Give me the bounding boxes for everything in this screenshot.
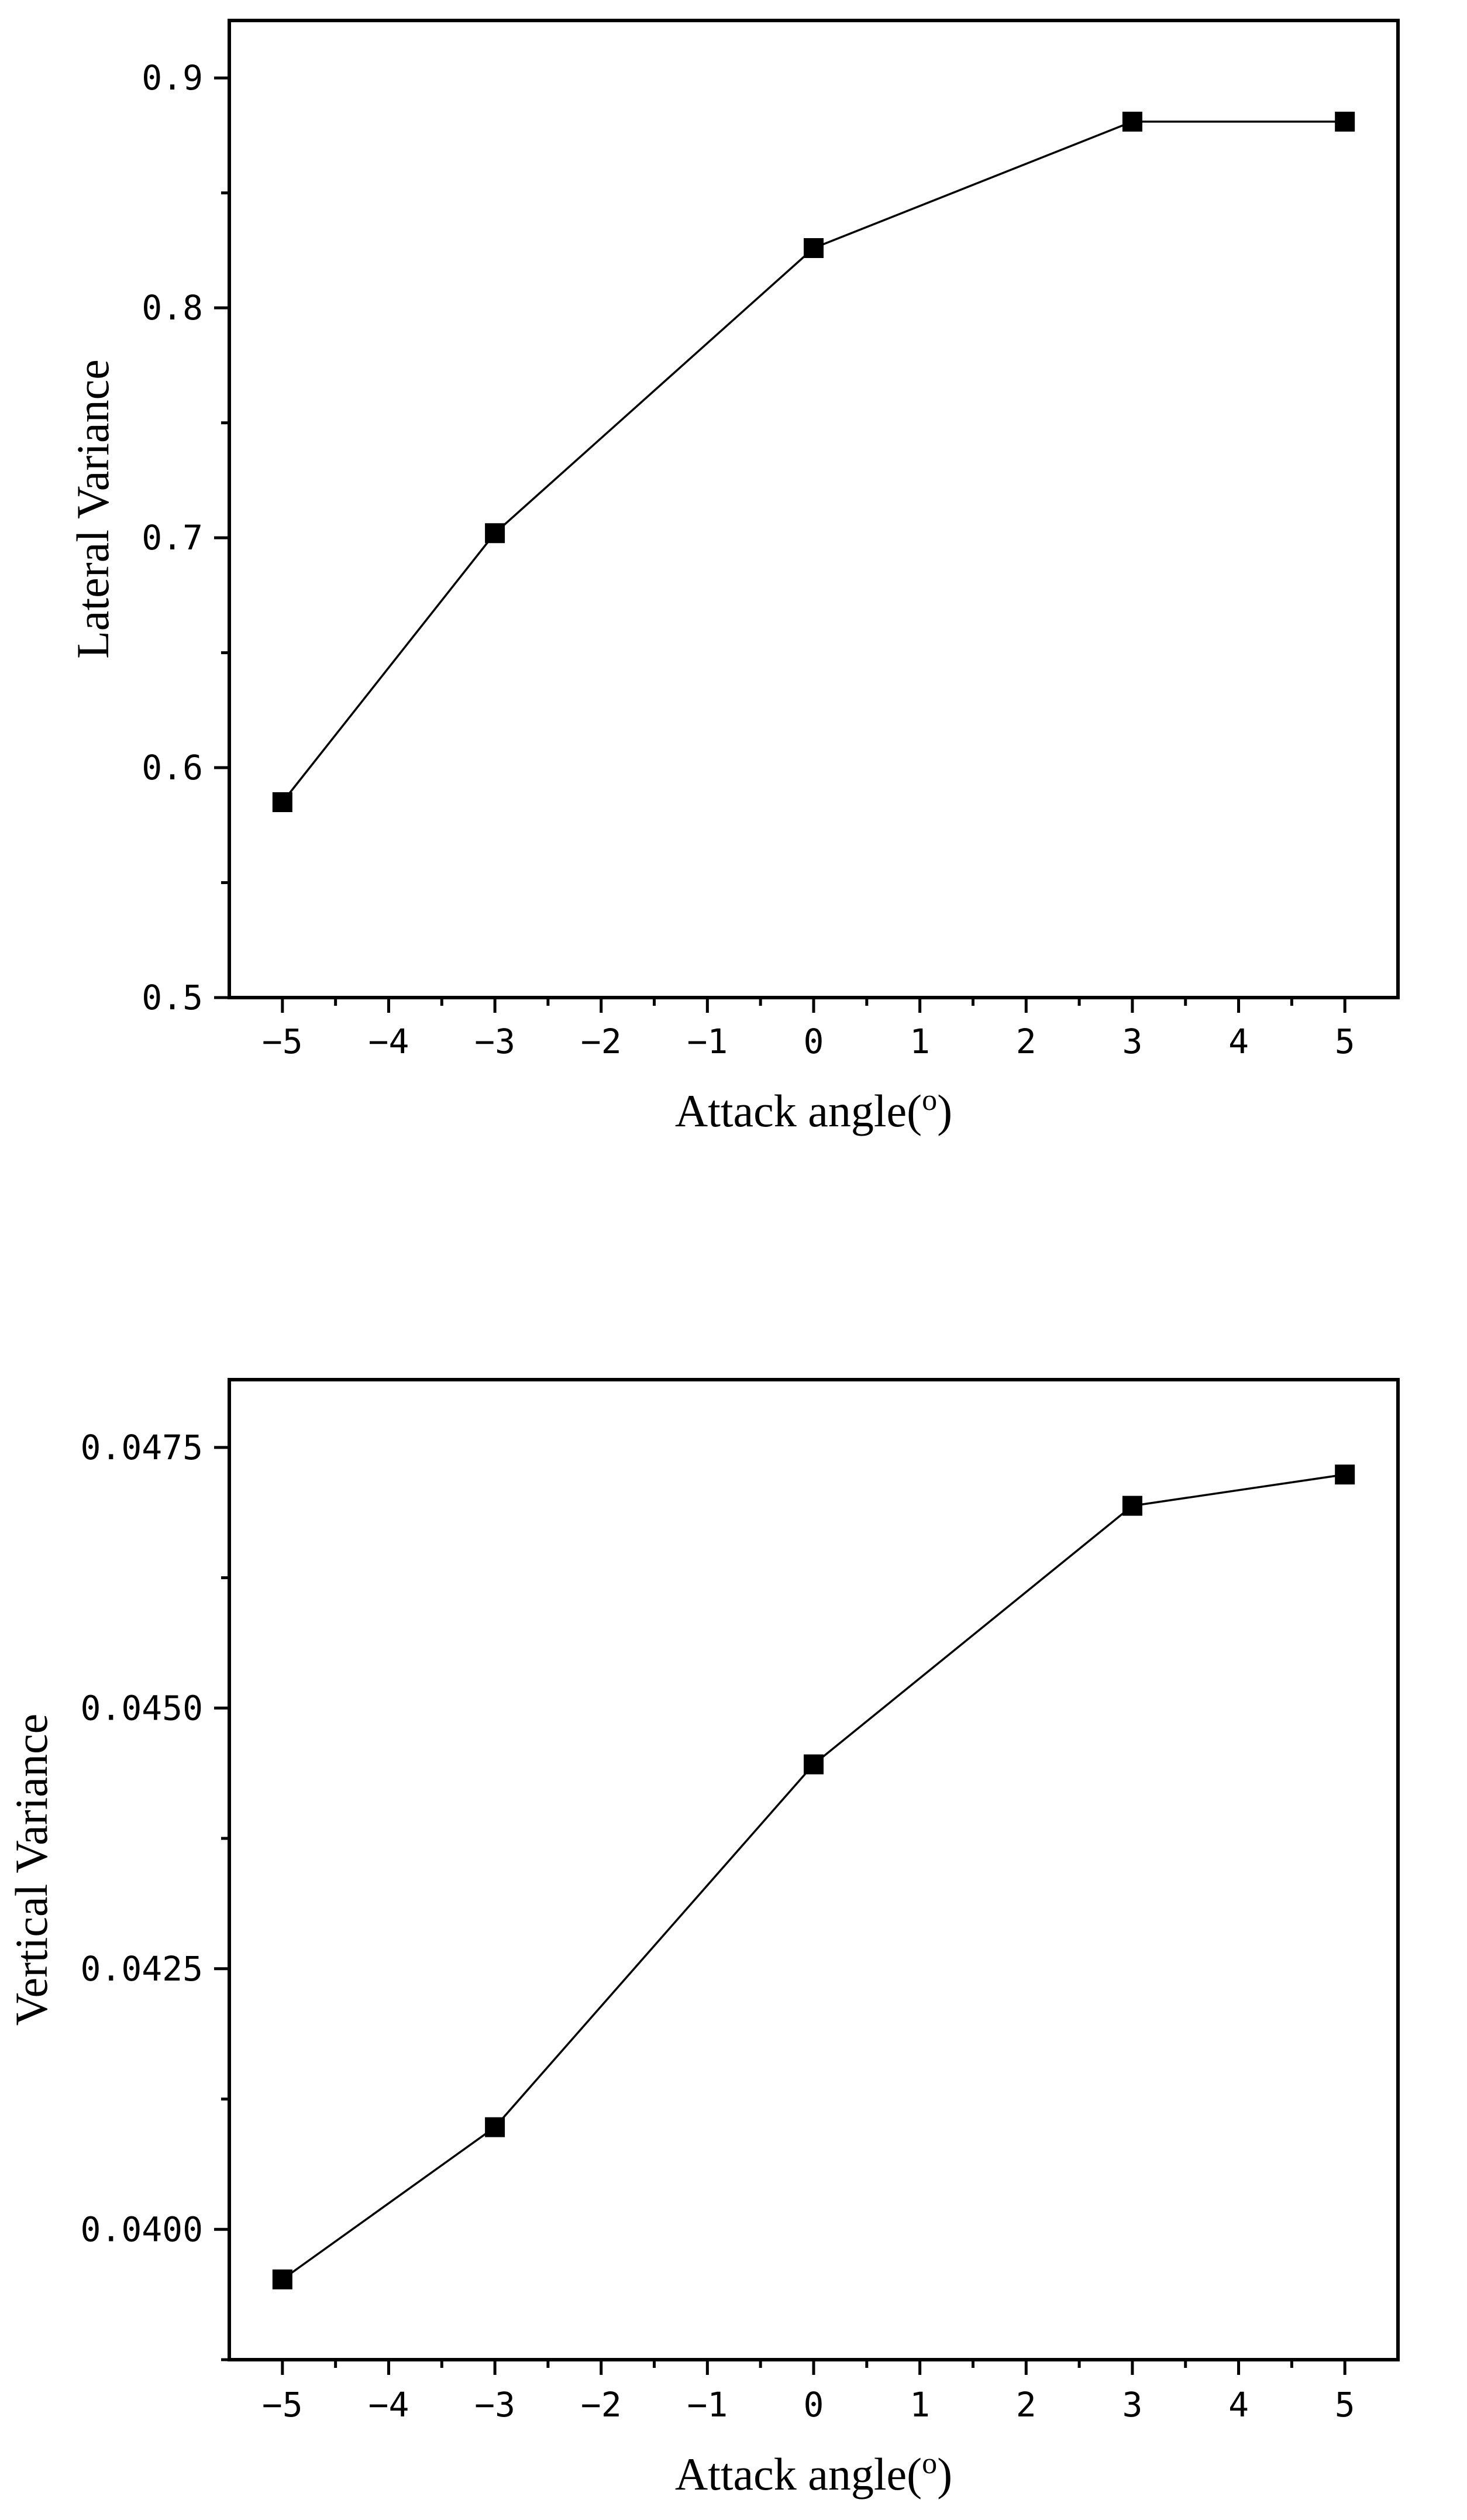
series-line <box>281 121 1345 803</box>
x-tick-label: 2 <box>1016 1022 1036 1061</box>
x-tick-label: −2 <box>581 2385 622 2425</box>
x-tick-label: −5 <box>262 2385 303 2425</box>
x-tick-label: 0 <box>804 2385 824 2425</box>
x-tick-label: −5 <box>262 1022 303 1061</box>
vertical-variance-chart: −5 −4 −3 −2 −1 0 1 2 3 4 5 0.0400 0.0425 0.0450 0.0475… <box>6 1378 1400 2500</box>
x-tick-label: 1 <box>910 1022 930 1061</box>
x-tick-label: 2 <box>1016 2385 1036 2425</box>
x-tick-label: −2 <box>581 1022 622 1061</box>
y-tick-label: 0.5 <box>142 978 203 1017</box>
x-axis-label: Attack angle(o) <box>675 1084 952 1136</box>
x-axis-label: Attack angle(o) <box>675 2447 952 2500</box>
data-point-marker <box>485 523 505 544</box>
y-tick-label: 0.0475 <box>80 1428 203 1467</box>
data-point-marker <box>272 792 292 812</box>
y-tick-label: 0.7 <box>142 518 203 558</box>
y-tick-label: 0.0425 <box>80 1949 203 1989</box>
x-tick-label: −4 <box>369 1022 409 1061</box>
data-point-marker <box>1335 1464 1355 1485</box>
x-tick-label: −3 <box>474 1022 515 1061</box>
x-tick-label: 1 <box>910 2385 930 2425</box>
data-point-marker <box>1335 111 1355 132</box>
plot-frame <box>228 1378 1400 2361</box>
series-line <box>281 1473 1345 2281</box>
x-tick-label: 4 <box>1228 2385 1249 2425</box>
x-tick-label: 3 <box>1122 1022 1142 1061</box>
x-tick-label: −1 <box>687 1022 728 1061</box>
y-axis-label: Vertical Variance <box>6 1714 57 2026</box>
data-point-marker <box>804 1754 824 1775</box>
data-point-marker <box>272 2269 292 2289</box>
x-tick-label: 5 <box>1335 2385 1355 2425</box>
x-tick-label: 4 <box>1228 1022 1249 1061</box>
data-point-marker <box>1122 1496 1142 1516</box>
data-point-marker <box>485 2117 505 2137</box>
plot-frame <box>228 19 1400 999</box>
x-tick-label: −1 <box>687 2385 728 2425</box>
y-tick-label: 0.6 <box>142 748 203 788</box>
data-point-marker <box>804 238 824 259</box>
y-axis-label: Lateral Variance <box>67 359 118 659</box>
y-tick-label: 0.8 <box>142 288 203 328</box>
x-tick-label: −4 <box>369 2385 409 2425</box>
y-tick-label: 0.0400 <box>80 2209 203 2249</box>
y-tick-label: 0.9 <box>142 58 203 98</box>
y-tick-label: 0.0450 <box>80 1688 203 1728</box>
x-tick-label: 0 <box>804 1022 824 1061</box>
lateral-variance-chart: −5 −4 −3 −2 −1 0 1 2 3 4 5 0.5 0.6 0.7 0.8 0.9 Attack an… <box>67 19 1400 1136</box>
data-point-marker <box>1122 111 1142 132</box>
x-tick-label: 5 <box>1335 1022 1355 1061</box>
x-tick-label: −3 <box>474 2385 515 2425</box>
x-tick-label: 3 <box>1122 2385 1142 2425</box>
